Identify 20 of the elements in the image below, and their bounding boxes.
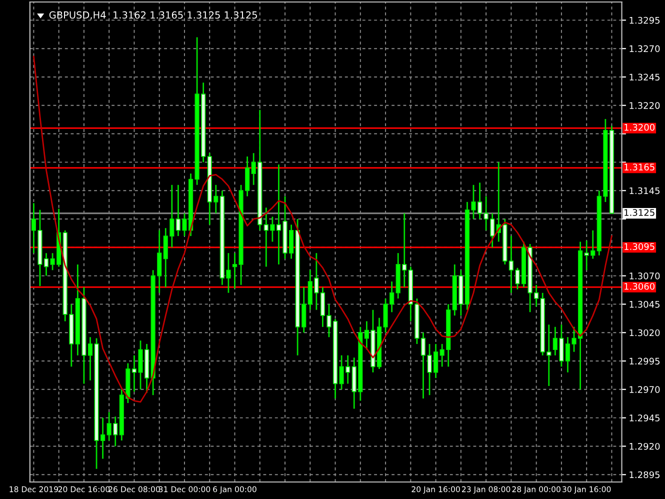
y-tick-label: 1.3295 (630, 16, 660, 24)
ref-line-label: 1.3165 (624, 164, 654, 170)
ref-line-label: 1.3125 (624, 209, 654, 216)
y-tick-label: 1.2945 (630, 414, 660, 422)
ref-line-label: 1.3095 (624, 243, 654, 250)
y-tick-label: 1.3270 (630, 45, 660, 52)
ref-line-label: 1.3060 (624, 282, 655, 290)
y-tick-label: 1.2895 (630, 471, 660, 478)
line-series (33, 56, 612, 403)
text: GBPUSD,H4 1.3162 1.3165 1.3125 1.3125 (49, 11, 257, 20)
y-tick-label: 1.2970 (630, 386, 660, 393)
ref-line-label: 1.3200 (624, 124, 655, 131)
y-tick-label: 1.2920 (630, 442, 660, 450)
y-tick-label: 1.3070 (630, 272, 660, 280)
y-tick-label: 1.3220 (630, 102, 660, 109)
y-tick-label: 1.2995 (630, 358, 660, 365)
y-tick-label: 1.3145 (630, 187, 660, 194)
y-tick-label: 1.3245 (630, 74, 660, 81)
y-tick-label: 1.3020 (630, 329, 660, 336)
y-tick-label: 1.3045 (630, 300, 660, 308)
